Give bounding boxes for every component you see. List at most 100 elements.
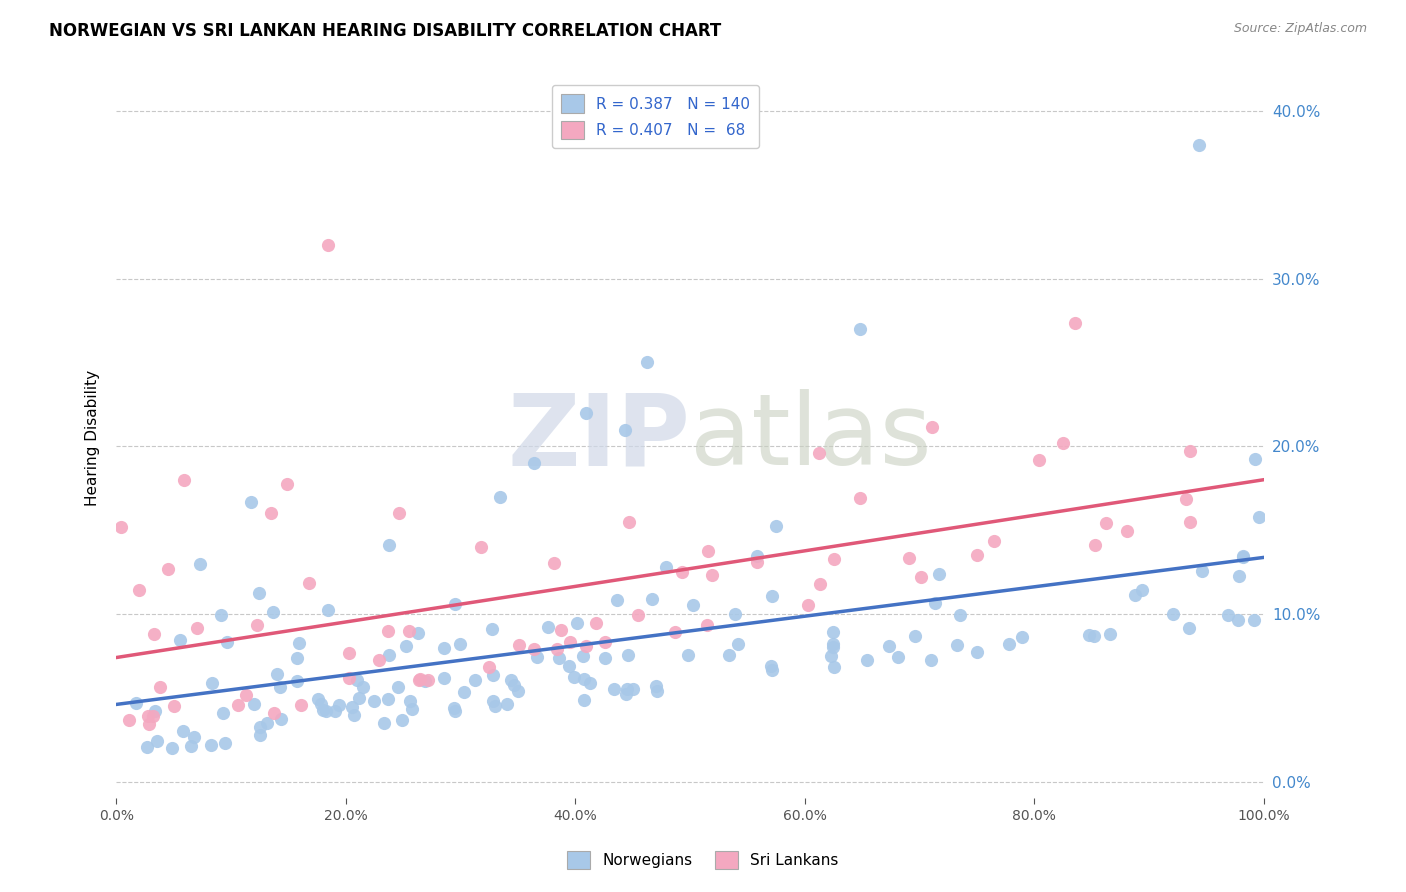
Point xyxy=(413,674,436,689)
Point xyxy=(398,624,420,638)
Point xyxy=(676,648,699,662)
Point xyxy=(1115,524,1137,539)
Point xyxy=(149,680,172,694)
Point xyxy=(337,646,360,660)
Point xyxy=(765,518,787,533)
Point xyxy=(287,635,309,649)
Point xyxy=(209,608,232,623)
Point xyxy=(239,495,262,509)
Point xyxy=(173,473,195,487)
Point xyxy=(1078,627,1101,641)
Point xyxy=(877,639,900,653)
Point xyxy=(367,653,389,667)
Point xyxy=(997,637,1019,651)
Point xyxy=(347,690,370,705)
Point xyxy=(808,577,831,591)
Point xyxy=(1178,444,1201,458)
Point xyxy=(444,704,467,718)
Point xyxy=(125,696,148,710)
Point xyxy=(928,566,950,581)
Point xyxy=(983,533,1005,548)
Point xyxy=(186,622,208,636)
Point xyxy=(823,625,845,640)
Point xyxy=(1083,629,1105,643)
Point xyxy=(821,637,844,651)
Point xyxy=(243,697,266,711)
Point xyxy=(575,406,598,420)
Point xyxy=(565,615,588,630)
Point xyxy=(664,625,686,640)
Point xyxy=(136,708,159,723)
Point xyxy=(377,624,399,638)
Point xyxy=(558,635,581,649)
Point xyxy=(481,623,503,637)
Point xyxy=(118,713,141,727)
Point xyxy=(495,697,517,711)
Point xyxy=(593,651,616,665)
Point xyxy=(180,739,202,753)
Point xyxy=(1011,630,1033,644)
Y-axis label: Hearing Disability: Hearing Disability xyxy=(86,370,100,506)
Point xyxy=(1232,550,1254,565)
Point xyxy=(387,680,409,694)
Point xyxy=(406,626,429,640)
Point xyxy=(316,238,339,252)
Point xyxy=(1064,316,1087,330)
Legend: Norwegians, Sri Lankans: Norwegians, Sri Lankans xyxy=(561,845,845,875)
Point xyxy=(478,660,501,674)
Point xyxy=(408,673,430,687)
Point xyxy=(508,638,530,652)
Point xyxy=(312,702,335,716)
Point xyxy=(464,673,486,688)
Point xyxy=(388,507,411,521)
Point xyxy=(718,648,741,663)
Point xyxy=(747,555,769,569)
Point xyxy=(1123,588,1146,602)
Point xyxy=(949,607,972,622)
Point xyxy=(1178,620,1201,634)
Point xyxy=(1099,627,1122,641)
Point xyxy=(823,552,845,566)
Point xyxy=(523,456,546,470)
Point xyxy=(449,637,471,651)
Point xyxy=(724,607,747,621)
Point xyxy=(578,676,600,690)
Point xyxy=(401,701,423,715)
Point xyxy=(820,649,842,664)
Point xyxy=(287,674,309,689)
Point xyxy=(574,673,596,687)
Point xyxy=(1178,515,1201,529)
Point xyxy=(270,712,292,726)
Point xyxy=(433,640,456,655)
Point xyxy=(309,697,332,711)
Point xyxy=(143,627,166,641)
Point xyxy=(352,680,374,694)
Text: atlas: atlas xyxy=(690,390,932,486)
Point xyxy=(378,648,401,662)
Point xyxy=(146,734,169,748)
Point xyxy=(262,605,284,619)
Point xyxy=(499,673,522,687)
Point xyxy=(682,598,704,612)
Point xyxy=(1084,537,1107,551)
Point xyxy=(287,651,309,665)
Point xyxy=(409,672,432,686)
Point xyxy=(200,738,222,752)
Point xyxy=(1232,549,1254,563)
Point xyxy=(315,704,337,718)
Point xyxy=(110,520,132,534)
Point xyxy=(645,679,668,693)
Point xyxy=(1095,516,1118,531)
Point xyxy=(621,682,644,697)
Point xyxy=(849,322,872,336)
Point xyxy=(246,618,269,632)
Point xyxy=(526,650,548,665)
Point xyxy=(807,446,830,460)
Point xyxy=(298,576,321,591)
Point xyxy=(247,586,270,600)
Point xyxy=(481,693,503,707)
Point xyxy=(1247,509,1270,524)
Point xyxy=(183,731,205,745)
Point xyxy=(614,423,637,437)
Point xyxy=(290,698,312,712)
